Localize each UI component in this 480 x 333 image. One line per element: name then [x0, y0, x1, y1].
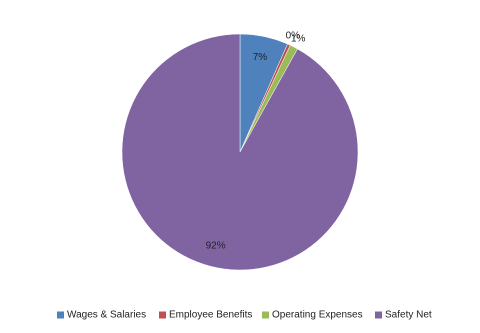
legend-swatch: [262, 311, 269, 319]
pie-slice: [121, 33, 359, 271]
legend-swatch: [57, 311, 64, 319]
legend-swatch: [375, 311, 382, 319]
legend-label: Wages & Salaries: [67, 310, 146, 321]
data-label: 1%: [291, 33, 306, 44]
data-label: 7%: [253, 52, 268, 63]
legend-swatch: [159, 311, 166, 319]
data-label: 92%: [206, 240, 226, 251]
data-label: 0%: [286, 31, 301, 42]
legend-label: Safety Net: [385, 310, 432, 321]
legend-label: Employee Benefits: [169, 310, 252, 321]
legend-label: Operating Expenses: [272, 310, 363, 321]
